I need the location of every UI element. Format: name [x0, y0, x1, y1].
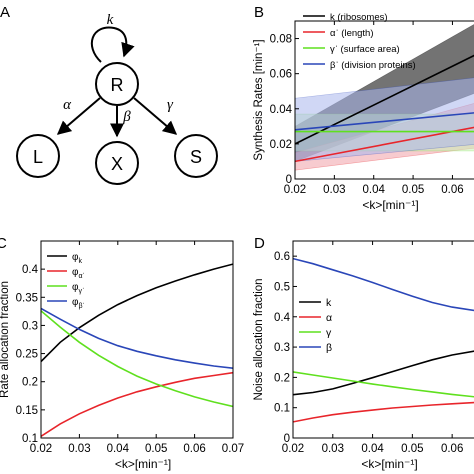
chart-b-legend-label-2: γˈ (surface area): [330, 44, 400, 55]
chart-d-xtick-label-2: 0.04: [361, 443, 384, 455]
chart-d-ytick-label-2: 0.2: [274, 372, 290, 384]
chart-b-series-3-line: [295, 112, 474, 131]
chart-c-legend-label-0: φk: [72, 252, 82, 265]
chart-b-legend-label-3: βˈ (division proteins): [330, 60, 416, 71]
chart-b-ytick-label-1: 0.02: [270, 139, 292, 151]
chart-c-legend-label-1: φαˈ: [72, 267, 85, 280]
edge-r-to-l: [56, 97, 101, 135]
chart-c-ylabel: Rate allocation fraction: [0, 281, 11, 398]
chart-b-xtick-label-3: 0.05: [402, 184, 424, 196]
chart-b-legend-label-0: k (ribosomes): [330, 12, 388, 23]
chart-c-ytick-label-5: 0.35: [16, 292, 38, 304]
chart-c-xtick-label-1: 0.03: [68, 443, 90, 455]
chart-b-ytick-label-2: 0.04: [270, 104, 293, 116]
chart-d-legend-label-0: k: [326, 297, 332, 309]
chart-d-plot-area: [293, 257, 474, 423]
chart-c-series-3-line: [41, 307, 233, 369]
chart-d-series-0-line: [293, 350, 474, 396]
chart-b-frame: [294, 20, 474, 180]
chart-c-ytick-label-1: 0.15: [16, 405, 38, 417]
chart-c-xtick-label-0: 0.02: [30, 443, 52, 455]
chart-d-ytick-label-0: 0: [284, 433, 290, 445]
chart-d-xlabel: <k>[min⁻¹]: [361, 457, 417, 471]
chart-d-xtick-label-1: 0.03: [322, 443, 344, 455]
chart-c-xtick-label-4: 0.06: [183, 443, 205, 455]
chart-c-ytick-label-6: 0.4: [22, 264, 39, 276]
node-l-label: L: [33, 147, 43, 167]
chart-b-ytick-label-0: 0: [286, 174, 292, 186]
chart-c-series-1-line: [41, 371, 233, 437]
chart-d-ytick-label-4: 0.4: [274, 312, 291, 324]
chart-c-legend-label-2: φγˈ: [72, 282, 84, 295]
chart-b-plot-area: [295, 24, 474, 171]
chart-b-xtick-label-2: 0.04: [363, 184, 386, 196]
chart-b-legend-label-1: αˈ (length): [330, 28, 374, 39]
chart-d-xtick-label-0: 0.02: [282, 443, 304, 455]
self-loop-label: k: [107, 12, 114, 28]
chart-d-series-2-line: [293, 371, 474, 398]
panel-label-b: B: [254, 4, 264, 21]
chart-b-xtick-label-0: 0.02: [284, 184, 306, 196]
chart-synthesis-rates: 0.02 0.03 0.04 0.05 0.0600.020.040.060.08<k>…: [253, 12, 474, 212]
panel-label-c: C: [0, 235, 7, 252]
chart-c-series-2-line: [41, 310, 233, 408]
panel-label-d: D: [254, 235, 265, 252]
chart-c-ytick-label-0: 0.1: [22, 433, 38, 445]
chart-d-frame: [292, 240, 474, 439]
chart-b-xlabel: <k>[min⁻¹]: [362, 198, 418, 212]
chart-d-legend-label-3: β: [326, 342, 332, 354]
chart-b-ytick-label-4: 0.08: [270, 34, 292, 46]
chart-c-series-0-line: [41, 263, 233, 363]
chart-c-xtick-label-2: 0.04: [107, 443, 130, 455]
chart-d-legend-label-2: γ: [326, 327, 332, 339]
chart-d-ytick-label-1: 0.1: [274, 403, 290, 415]
chart-c-frame: [40, 240, 234, 439]
chart-c-xlabel: <k>[min⁻¹]: [115, 457, 171, 471]
node-x-label: X: [111, 154, 123, 174]
chart-d-ylabel: Noise allocation fraction: [253, 278, 265, 400]
self-loop-arrow: [90, 26, 135, 63]
edge-r-to-s: [133, 97, 178, 135]
node-r: [95, 62, 139, 106]
chart-c-xtick-label-5: 0.07: [222, 443, 244, 455]
node-r-label: R: [111, 75, 124, 95]
chart-d-ytick-label-5: 0.5: [274, 281, 290, 293]
chart-c-xtick-label-3: 0.05: [145, 443, 167, 455]
chart-d-series-3-line: [293, 257, 474, 312]
chart-b-ytick-label-3: 0.06: [270, 69, 292, 81]
chart-d-legend-label-1: α: [326, 312, 332, 324]
chart-d-series-1-line: [293, 401, 474, 423]
node-x: [95, 141, 139, 185]
diagram: k R α β γ L X S: [16, 12, 218, 185]
chart-rate-allocation: 0.02 0.03 0.04 0.05 0.06 0.07 0.1 0.15 0.2 0.25 0.…: [0, 240, 244, 471]
node-s-label: S: [190, 147, 202, 167]
chart-c-ytick-label-4: 0.3: [22, 320, 38, 332]
chart-d-ytick-label-6: 0.6: [274, 251, 290, 263]
chart-c-plot-area: [41, 263, 233, 437]
edge-label-gamma: γ: [167, 97, 174, 113]
chart-d-ytick-label-3: 0.3: [274, 342, 290, 354]
chart-c-ytick-label-3: 0.25: [16, 349, 38, 361]
chart-c-legend-label-3: φβˈ: [72, 297, 85, 310]
panel-label-a: A: [0, 4, 10, 21]
node-s: [174, 134, 218, 178]
chart-b-ylabel: Synthesis Rates [min⁻¹]: [253, 39, 265, 160]
chart-b-xtick-label-4: 0.06: [441, 184, 463, 196]
chart-c-ytick-label-2: 0.2: [22, 377, 38, 389]
chart-noise-allocation: 0.02 0.03 0.04 0.05 0.06 0 0.1 0.2 0.3 0.4 0.5 0.6 <…: [253, 240, 474, 471]
chart-b-xtick-label-1: 0.03: [323, 184, 345, 196]
chart-d-xtick-label-3: 0.05: [401, 443, 423, 455]
node-l: [16, 134, 60, 178]
edge-label-alpha: α: [63, 97, 72, 113]
chart-b-series-0-line: [295, 54, 474, 145]
chart-d-xtick-label-4: 0.06: [441, 443, 463, 455]
chart-b-band-3: [295, 77, 474, 162]
edge-label-beta: β: [122, 109, 131, 125]
